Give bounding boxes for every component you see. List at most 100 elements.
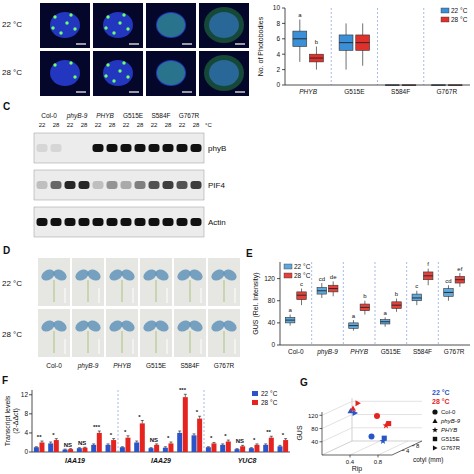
- scale-bar: [201, 288, 202, 303]
- photobody: [126, 27, 129, 30]
- significance: *: [110, 432, 113, 438]
- significance-letter: b: [315, 39, 319, 45]
- seedling-photo: [174, 309, 206, 357]
- photobody: [112, 31, 115, 34]
- band: [107, 181, 118, 189]
- scale-bar: [76, 91, 86, 92]
- bar: [68, 449, 73, 452]
- bar: [254, 445, 259, 452]
- significance: **: [266, 429, 271, 435]
- legend-label: 28 °C: [451, 16, 468, 23]
- axis-title: No. of Photobodies: [257, 16, 264, 76]
- divider: [118, 390, 119, 452]
- significance: NS: [150, 437, 158, 443]
- diffuse-signal: [157, 13, 185, 37]
- error-bar: [264, 443, 267, 445]
- micrograph: [199, 3, 249, 48]
- box: [412, 294, 422, 301]
- band: [121, 218, 132, 226]
- error-bar: [64, 449, 67, 450]
- photobody: [65, 21, 68, 24]
- error-bar: [83, 447, 86, 448]
- error-bar: [49, 442, 52, 443]
- lane-temp: 28: [81, 122, 88, 128]
- hypocotyl: [87, 280, 89, 302]
- micrograph: [146, 3, 196, 48]
- legend-marker: [432, 418, 437, 423]
- tick: [282, 54, 285, 55]
- band: [135, 181, 146, 189]
- box: [310, 54, 324, 62]
- median: [444, 292, 454, 293]
- median: [297, 295, 307, 296]
- error-bar: [255, 443, 258, 445]
- scale-bar: [182, 91, 192, 92]
- median: [448, 85, 462, 86]
- error-bar: [169, 442, 172, 443]
- tick-label: 2: [276, 66, 280, 73]
- band: [135, 218, 146, 226]
- photobody: [122, 13, 125, 16]
- label: 28 °C: [2, 68, 22, 77]
- median: [328, 288, 338, 289]
- band: [37, 181, 48, 189]
- bar: [220, 445, 225, 452]
- box: [402, 85, 416, 87]
- legend-swatch: [284, 273, 292, 278]
- error-bar: [92, 443, 95, 445]
- significance-letter: c: [415, 283, 418, 289]
- lane-temp: 22: [151, 122, 158, 128]
- diffuse-signal: [157, 61, 185, 85]
- cotyledon: [119, 267, 136, 283]
- tick: [29, 452, 32, 453]
- significance-letter: a: [298, 12, 302, 18]
- divider: [204, 390, 205, 452]
- significance-letter: de: [330, 274, 337, 280]
- significance-letter: b: [395, 291, 399, 297]
- band: [135, 144, 146, 152]
- genotype-label: S584F: [180, 362, 199, 369]
- hypocotyl: [53, 280, 55, 302]
- significance: *: [52, 432, 55, 438]
- panel-letter: D: [3, 245, 10, 256]
- bar: [34, 447, 39, 452]
- hypocotyl: [53, 331, 55, 353]
- seedling-photo: [72, 258, 104, 306]
- cotyledon: [187, 267, 204, 283]
- significance: *: [282, 432, 285, 438]
- legend-label: 22 °C: [451, 7, 468, 14]
- box: [432, 85, 446, 87]
- band: [65, 218, 76, 226]
- cotyledon: [85, 318, 102, 334]
- legend-marker: [432, 427, 438, 433]
- photobody: [118, 69, 121, 72]
- median: [412, 297, 422, 298]
- category-label: G515E: [344, 88, 365, 95]
- scale-bar: [235, 288, 236, 303]
- category-label: G767R: [437, 88, 458, 95]
- band-label: PIF4: [208, 181, 225, 190]
- photobody: [69, 61, 72, 64]
- band: [163, 144, 174, 152]
- median: [349, 325, 359, 326]
- error-bar: [184, 394, 187, 397]
- legend-swatch: [441, 17, 449, 22]
- photobody: [53, 15, 56, 18]
- micrograph: [93, 51, 143, 96]
- seedling-photo: [174, 258, 206, 306]
- tick-label: 40: [311, 439, 318, 445]
- seedling-photo: [38, 258, 70, 306]
- grid: [322, 401, 352, 415]
- legend-label: 28 °C: [261, 399, 278, 406]
- photobody: [104, 74, 107, 77]
- nucleus: [50, 60, 80, 86]
- band: [79, 144, 90, 152]
- band: [79, 218, 90, 226]
- legend-label: 28 °C: [294, 272, 311, 279]
- figure: 22 °C28 °CCCol-02228phyB-92228PHYB2228G5…: [0, 0, 474, 474]
- seedling-photo: [72, 309, 104, 357]
- photobody: [51, 26, 54, 29]
- legend-label: G767R: [441, 445, 461, 451]
- nucleus: [103, 60, 133, 86]
- bar: [120, 447, 125, 452]
